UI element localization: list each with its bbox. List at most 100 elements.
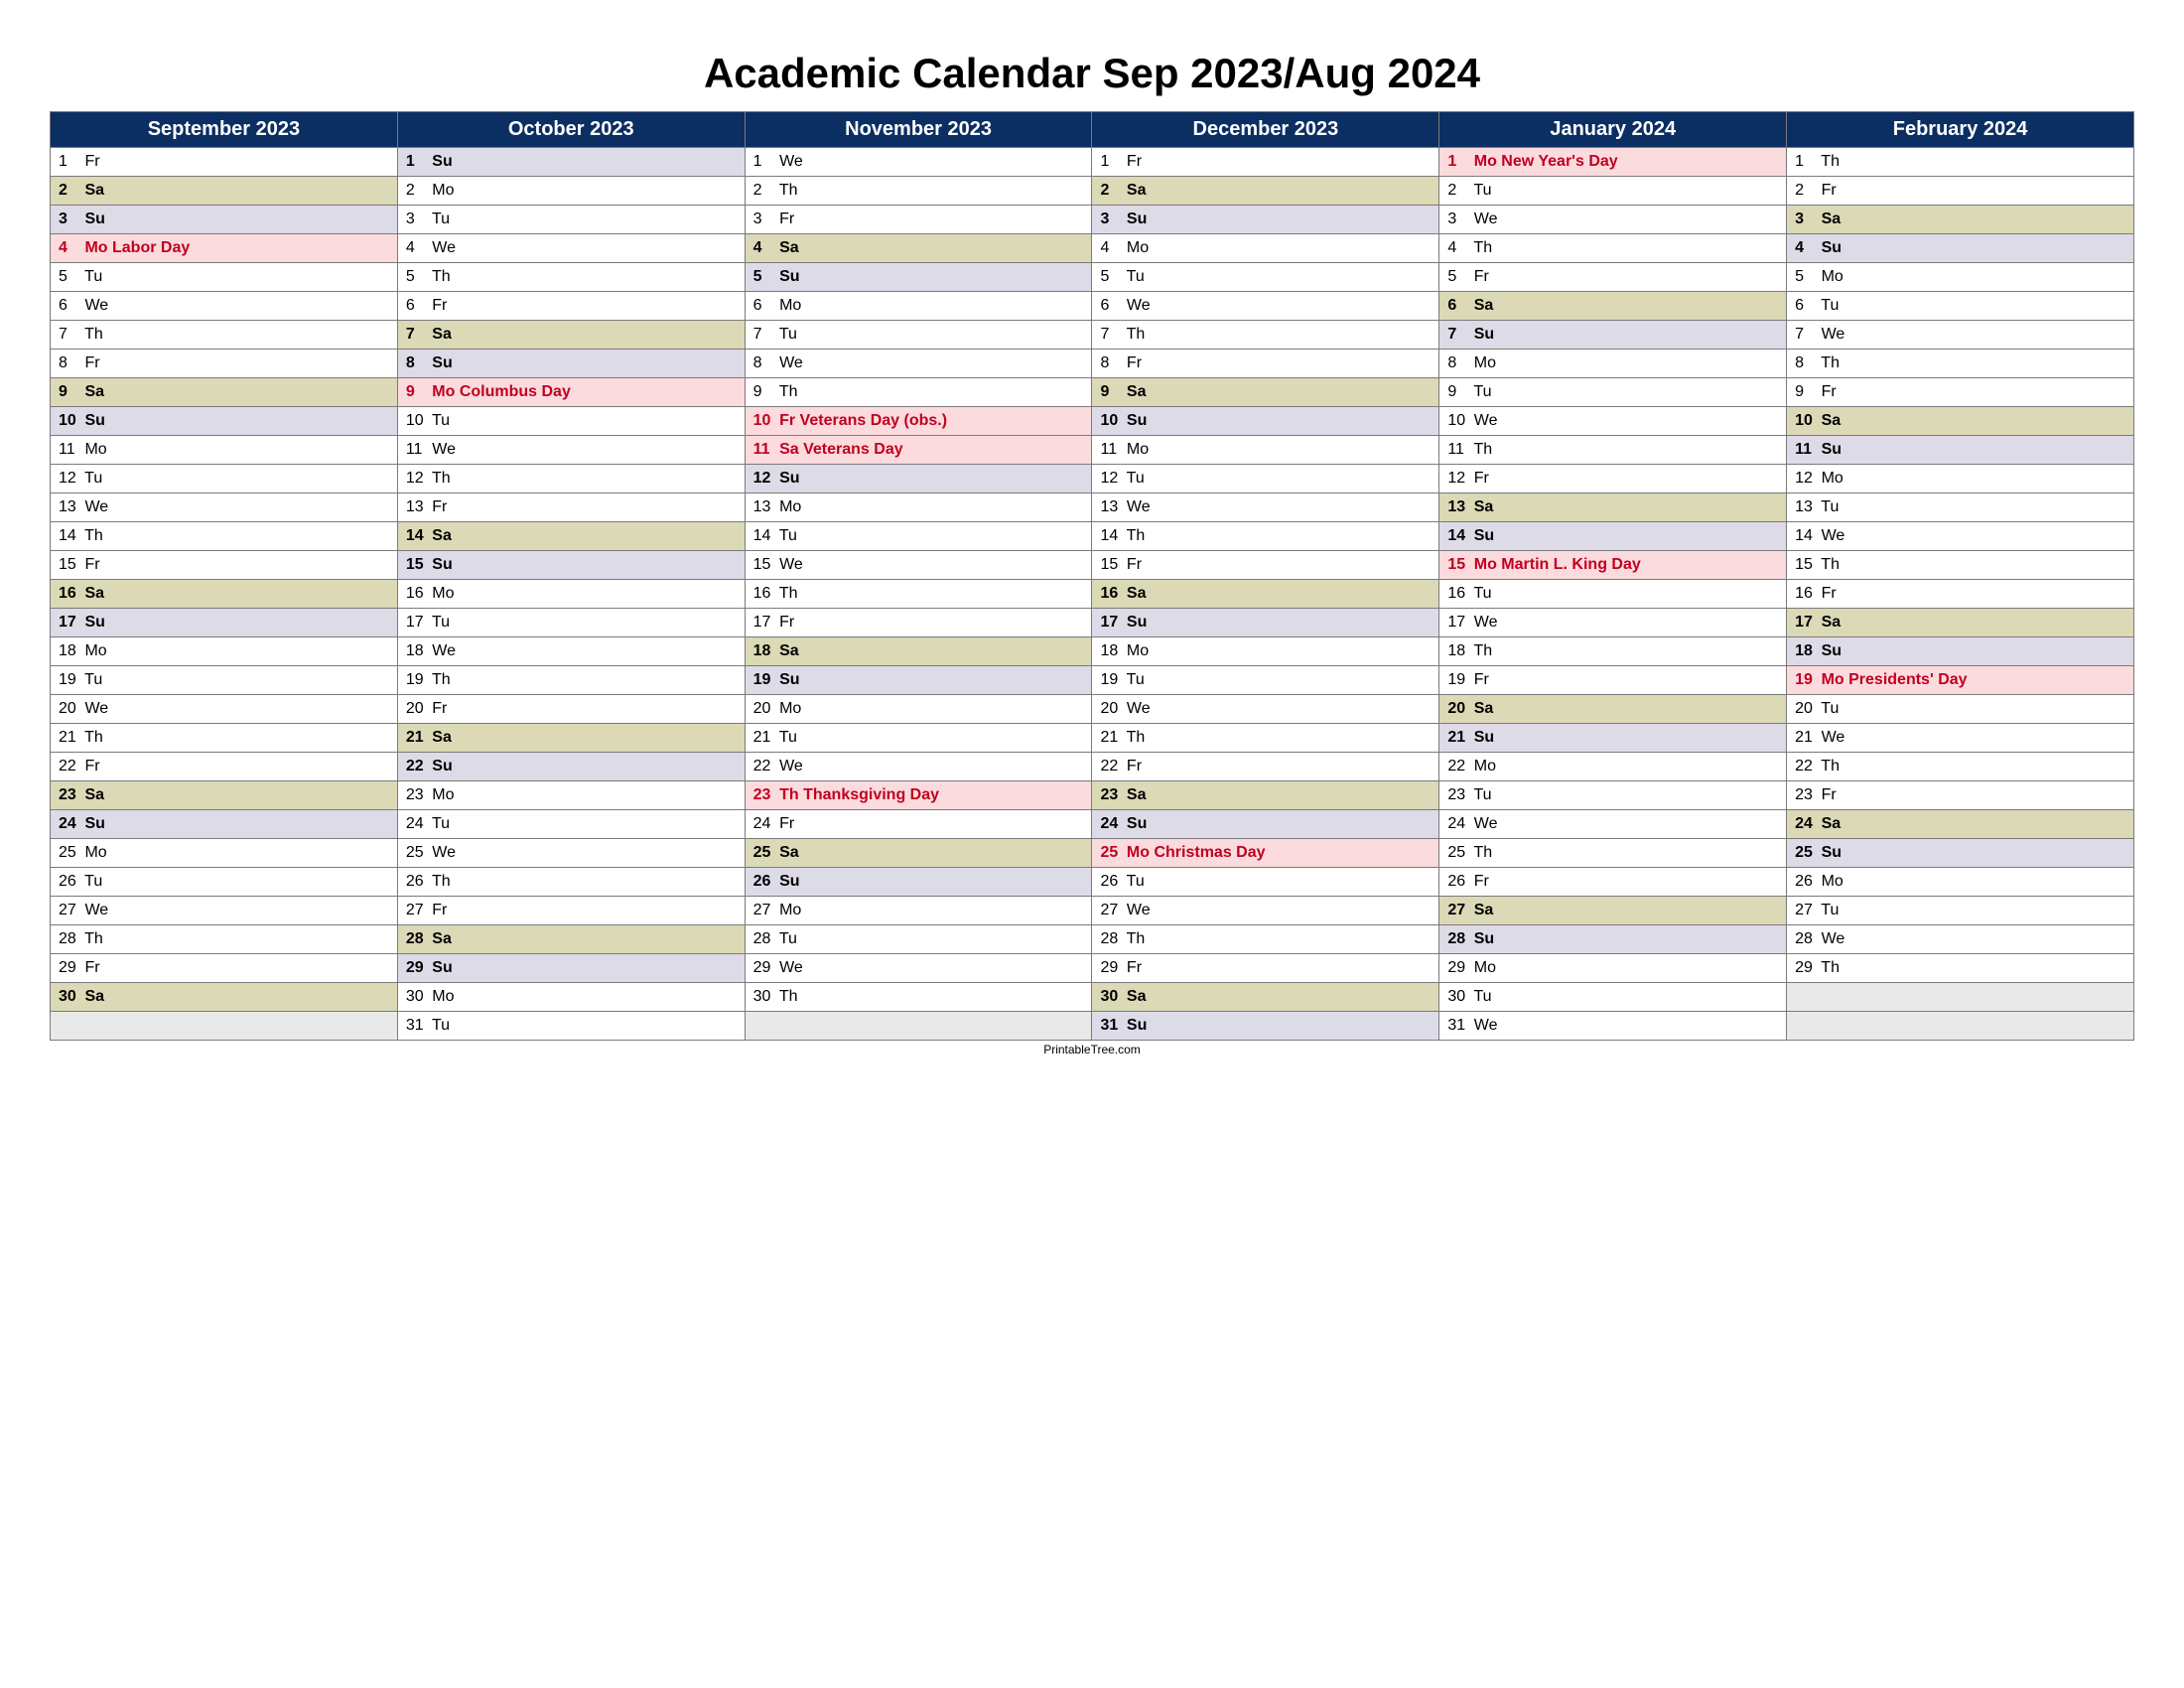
day-number: 13 [406, 498, 428, 516]
day-cell: 26 Mo [1787, 868, 2134, 897]
day-of-week: Tu [428, 614, 450, 631]
day-cell: 27 We [51, 897, 398, 925]
day-of-week: Sa [775, 239, 799, 256]
day-cell: 4 Sa [745, 234, 1092, 263]
day-number: 2 [1795, 182, 1817, 200]
calendar-row: 29 Fr29 Su29 We29 Fr29 Mo29 Th [51, 954, 2134, 983]
holiday-label: Labor Day [108, 239, 191, 256]
day-number: 26 [59, 873, 80, 891]
day-of-week: Mo [775, 700, 802, 717]
day-of-week: Sa [80, 182, 104, 199]
day-cell: 20 Tu [1787, 695, 2134, 724]
day-number: 24 [406, 815, 428, 833]
day-of-week: Mo [1122, 441, 1149, 458]
calendar-row: 5 Tu5 Th5 Su5 Tu5 Fr5 Mo [51, 263, 2134, 292]
day-cell: 28 Sa [397, 925, 745, 954]
day-of-week: Sa [1817, 815, 1841, 832]
day-number: 17 [1100, 614, 1122, 632]
day-number: 4 [1447, 239, 1469, 257]
day-of-week: Fr [1122, 354, 1142, 371]
day-number: 28 [59, 930, 80, 948]
day-of-week: Fr [1817, 585, 1837, 602]
day-cell: 26 Tu [51, 868, 398, 897]
day-of-week: Mo [1469, 959, 1496, 976]
day-number: 13 [1447, 498, 1469, 516]
day-of-week: Tu [1817, 902, 1839, 918]
month-header-row: September 2023October 2023November 2023D… [51, 112, 2134, 148]
calendar-row: 24 Su24 Tu24 Fr24 Su24 We24 Sa [51, 810, 2134, 839]
day-number: 16 [1447, 585, 1469, 603]
day-number: 16 [753, 585, 775, 603]
day-number: 24 [753, 815, 775, 833]
day-cell: 3 Fr [745, 206, 1092, 234]
day-cell: 28 Tu [745, 925, 1092, 954]
day-cell: 1 Th [1787, 148, 2134, 177]
day-of-week: Su [80, 412, 105, 429]
day-of-week: Mo [428, 182, 455, 199]
day-number: 10 [406, 412, 428, 430]
day-number: 20 [406, 700, 428, 718]
month-header: January 2024 [1439, 112, 1787, 148]
day-cell: 23 Fr [1787, 781, 2134, 810]
day-number: 23 [406, 786, 428, 804]
day-cell: 15 Th [1787, 551, 2134, 580]
month-header: February 2024 [1787, 112, 2134, 148]
day-number: 12 [1795, 470, 1817, 488]
day-cell: 19 Tu [1092, 666, 1439, 695]
day-number: 22 [59, 758, 80, 775]
day-number: 2 [406, 182, 428, 200]
day-number: 25 [1100, 844, 1122, 862]
day-of-week: Sa [80, 383, 104, 400]
day-number: 10 [1447, 412, 1469, 430]
day-cell: 14 Th [51, 522, 398, 551]
calendar-row: 17 Su17 Tu17 Fr17 Su17 We17 Sa [51, 609, 2134, 637]
day-number: 10 [1100, 412, 1122, 430]
day-cell: 23 Sa [1092, 781, 1439, 810]
day-of-week: Su [1817, 239, 1842, 256]
day-of-week: Tu [80, 671, 102, 688]
day-of-week: Su [1817, 642, 1842, 659]
day-number: 27 [59, 902, 80, 919]
day-of-week: Th [1469, 239, 1492, 256]
calendar-row: 14 Th14 Sa14 Tu14 Th14 Su14 We [51, 522, 2134, 551]
day-number: 12 [406, 470, 428, 488]
day-cell: 27 Mo [745, 897, 1092, 925]
day-number: 15 [1447, 556, 1469, 574]
calendar-row: 12 Tu12 Th12 Su12 Tu12 Fr12 Mo [51, 465, 2134, 493]
day-of-week: Fr [80, 758, 100, 774]
calendar-row: 1 Fr1 Su1 We1 Fr1 Mo New Year's Day1 Th [51, 148, 2134, 177]
day-of-week: Fr [1817, 182, 1837, 199]
day-cell: 14 Th [1092, 522, 1439, 551]
day-of-week: We [428, 844, 456, 861]
day-of-week: Mo [775, 297, 802, 314]
day-number: 25 [1795, 844, 1817, 862]
day-number: 28 [753, 930, 775, 948]
day-of-week: Tu [428, 815, 450, 832]
day-number: 1 [753, 153, 775, 171]
day-cell: 2 Fr [1787, 177, 2134, 206]
day-cell: 9 Mo Columbus Day [397, 378, 745, 407]
day-of-week: Su [775, 268, 800, 285]
day-cell: 9 Sa [51, 378, 398, 407]
day-cell: 19 Th [397, 666, 745, 695]
day-of-week: Tu [1817, 498, 1839, 515]
day-number: 13 [1100, 498, 1122, 516]
day-number: 3 [753, 211, 775, 228]
day-number: 16 [59, 585, 80, 603]
day-of-week: Mo [428, 988, 455, 1005]
day-number: 10 [59, 412, 80, 430]
day-cell: 26 Fr [1439, 868, 1787, 897]
day-number: 12 [1447, 470, 1469, 488]
day-number: 29 [1795, 959, 1817, 977]
day-cell: 21 Su [1439, 724, 1787, 753]
day-of-week: Su [1817, 441, 1842, 458]
holiday-label: Veterans Day [799, 441, 903, 458]
day-number: 23 [1795, 786, 1817, 804]
day-cell: 27 Tu [1787, 897, 2134, 925]
day-cell: 13 Tu [1787, 493, 2134, 522]
day-cell: 5 Mo [1787, 263, 2134, 292]
day-cell: 28 Su [1439, 925, 1787, 954]
day-cell: 20 We [1092, 695, 1439, 724]
day-of-week: Th [775, 383, 798, 400]
day-of-week: Sa [1817, 614, 1841, 631]
